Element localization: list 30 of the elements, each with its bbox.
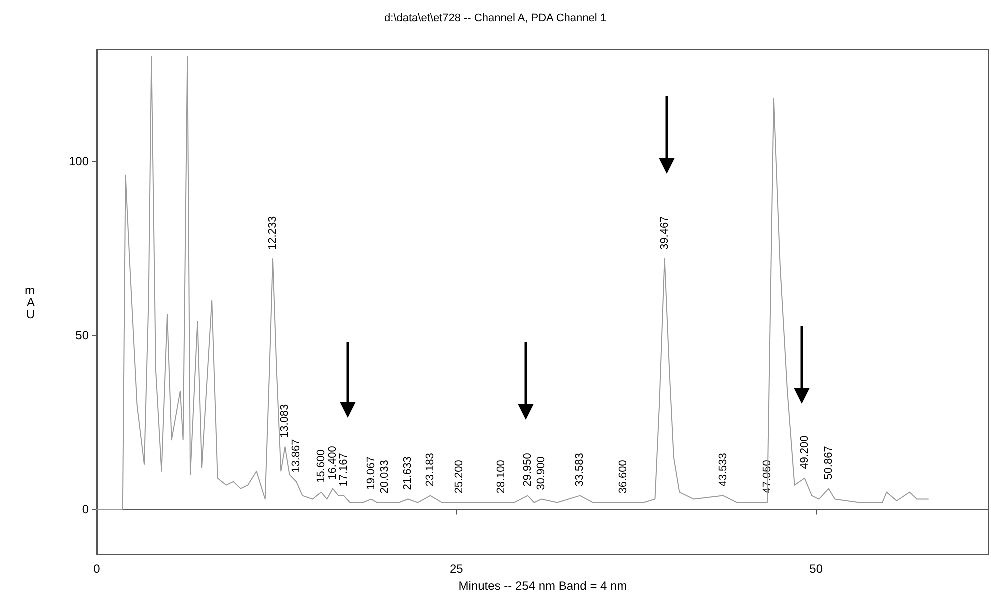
y-tick-label: 50	[76, 328, 90, 343]
line-series	[96, 56, 930, 510]
x-tick-label: 25	[450, 562, 464, 576]
annotation: 21.633	[402, 456, 414, 490]
annotation: 19.067	[365, 456, 378, 490]
annotation: 33.583	[574, 453, 586, 487]
annotation: 39.467	[658, 216, 671, 250]
annotation: 28.100	[495, 460, 508, 494]
annotation: 15.600	[315, 450, 328, 484]
x-tick-label: 50	[810, 562, 824, 576]
x-tick-label: 0	[94, 562, 101, 576]
annotation: 17.167	[338, 453, 350, 487]
annotation: 43.533	[717, 453, 730, 487]
chart-title: d:\data\et\et728 -- Channel A, PDA Channel 1	[384, 12, 606, 24]
annotation: 36.600	[618, 460, 630, 494]
annotation: 29.950	[522, 453, 534, 487]
y-axis-title: mAU	[25, 284, 35, 322]
annotation: 23.183	[424, 453, 437, 487]
y-tick-label: 0	[82, 502, 90, 517]
annotation: 13.867	[290, 439, 303, 473]
annotation: 16.400	[326, 446, 339, 480]
x-axis-title: Minutes -- 254 nm Band = 4 nm	[458, 578, 628, 593]
annotation: 50.867	[822, 446, 835, 480]
annotation: 25.200	[454, 460, 466, 494]
annotation: 20.033	[379, 460, 392, 494]
y-tick-label: 100	[68, 154, 90, 168]
annotation: 30.900	[536, 456, 548, 490]
annotation: 13.083	[279, 404, 292, 438]
annotation: 12.233	[266, 216, 279, 250]
annotation: 49.200	[798, 436, 811, 470]
